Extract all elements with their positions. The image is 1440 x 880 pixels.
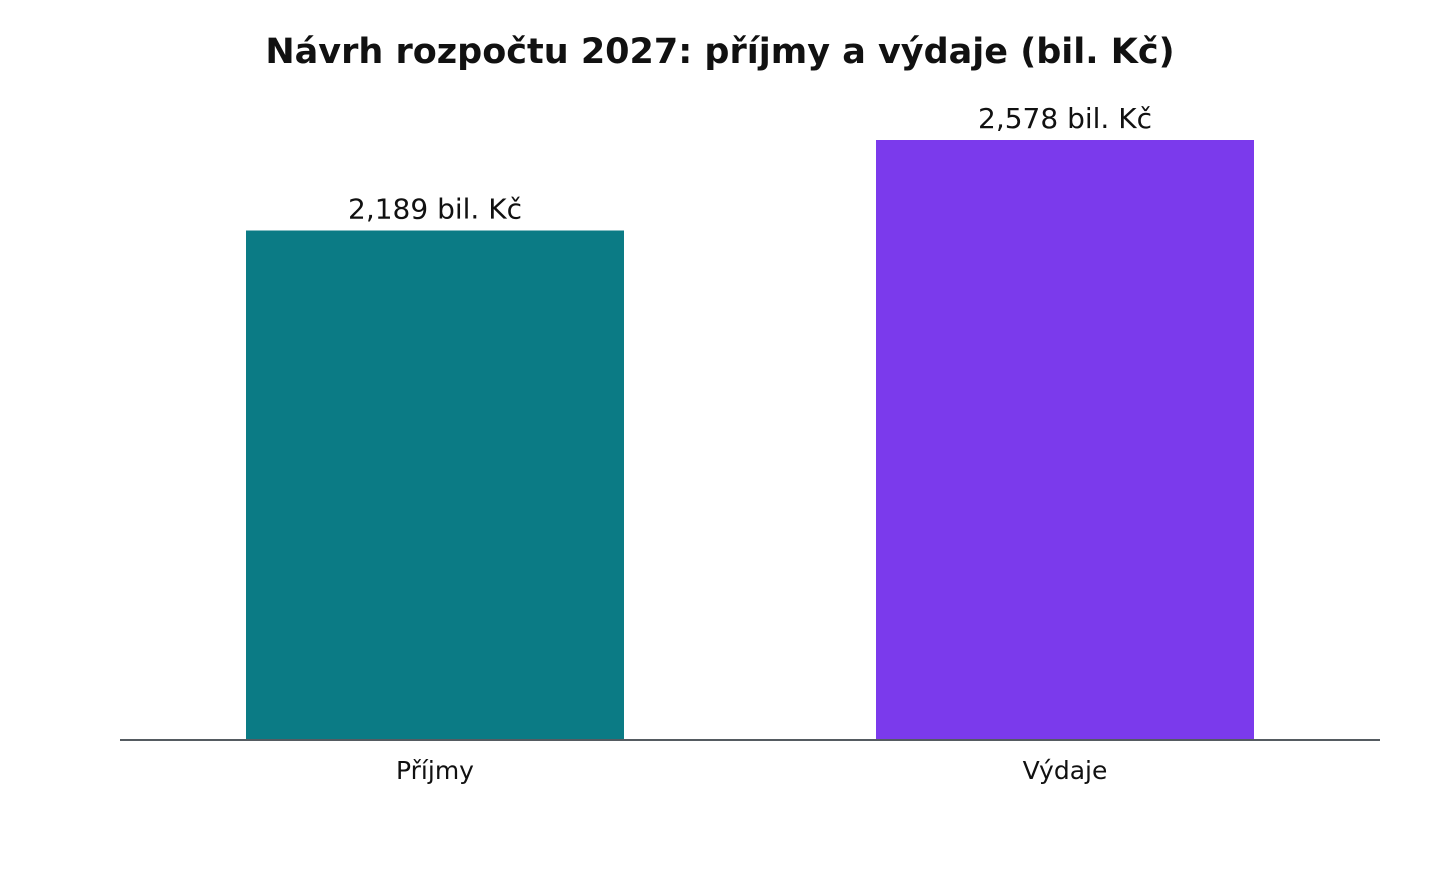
bar-2 (876, 140, 1254, 740)
chart-title: Návrh rozpočtu 2027: příjmy a výdaje (bi… (265, 32, 1174, 72)
x-tick-label-1: Příjmy (396, 756, 474, 785)
data-label-2: 2,578 bil. Kč (978, 102, 1152, 135)
x-tick-labels: Příjmy Výdaje (396, 756, 1107, 785)
bar-1 (246, 230, 624, 740)
x-tick-label-2: Výdaje (1023, 756, 1108, 785)
bars-group: 2,189 bil. Kč 2,578 bil. Kč (246, 102, 1254, 740)
data-label-1: 2,189 bil. Kč (348, 193, 522, 226)
